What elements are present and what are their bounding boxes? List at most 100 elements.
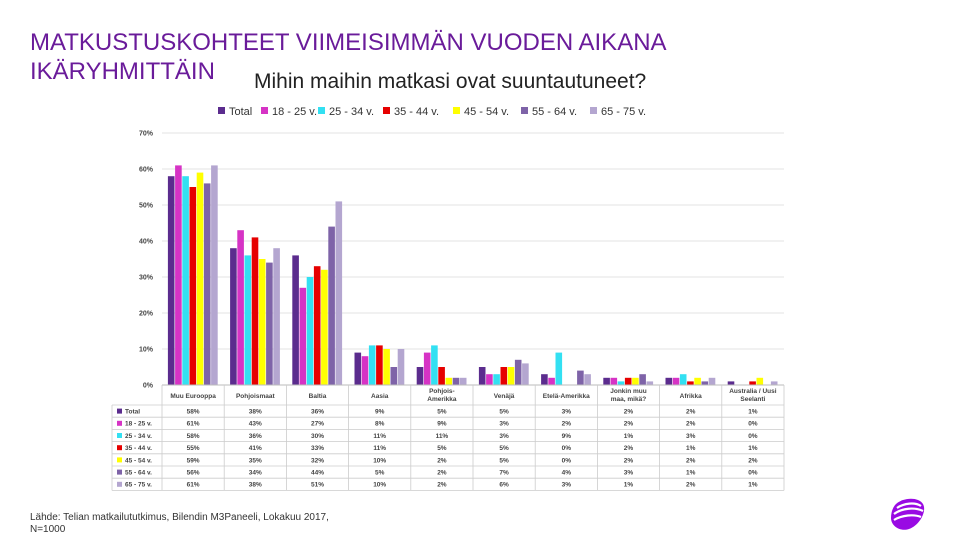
bar [584, 374, 591, 385]
y-tick-label: 30% [139, 275, 154, 282]
x-category-label: maa, mikä? [611, 396, 646, 403]
data-label: 38% [249, 409, 262, 416]
bar [507, 367, 515, 385]
bar [175, 165, 182, 385]
data-label: 2% [437, 482, 447, 489]
bar [354, 352, 362, 385]
bar [313, 266, 321, 385]
y-tick-label: 70% [139, 131, 154, 138]
bar [376, 345, 383, 385]
y-tick-label: 40% [139, 239, 154, 246]
data-label: 9% [562, 433, 572, 440]
table-legend-swatch [117, 469, 122, 475]
bar [486, 374, 493, 385]
data-label: 0% [562, 457, 572, 464]
legend-swatch [383, 107, 390, 114]
bar [555, 352, 563, 385]
data-label: 10% [373, 482, 386, 489]
data-label: 3% [562, 482, 572, 489]
legend-label: 18 - 25 v. [272, 106, 317, 118]
y-tick-label: 10% [139, 347, 154, 354]
table-legend-swatch [117, 457, 122, 463]
data-label: 33% [311, 445, 324, 452]
data-label: 11% [436, 433, 449, 440]
data-label: 1% [686, 445, 696, 452]
bar [423, 352, 431, 385]
table-series-label: 55 - 64 v. [125, 470, 152, 477]
data-label: 3% [562, 409, 572, 416]
bar [306, 277, 314, 385]
bar [203, 183, 211, 385]
data-label: 2% [624, 457, 634, 464]
table-legend-swatch [117, 481, 122, 487]
y-tick-label: 50% [139, 203, 154, 210]
x-category-label: Aasia [371, 393, 389, 400]
bar [577, 370, 584, 385]
data-label: 58% [187, 409, 200, 416]
bar [727, 381, 735, 385]
bar [632, 377, 639, 385]
bar [672, 377, 680, 385]
data-label: 3% [624, 470, 634, 477]
legend-label: 65 - 75 v. [601, 106, 646, 118]
data-label: 2% [624, 421, 634, 428]
x-category-label: Australia / Uusi [729, 388, 777, 395]
data-label: 36% [311, 409, 324, 416]
data-label: 3% [499, 421, 509, 428]
bar [258, 259, 266, 385]
data-label: 55% [187, 445, 200, 452]
bar [321, 269, 328, 385]
x-category-label: Amerikka [427, 396, 457, 403]
bar [603, 377, 610, 385]
legend-label: 25 - 34 v. [329, 106, 374, 118]
y-tick-label: 0% [143, 383, 154, 390]
bar [514, 359, 522, 385]
data-label: 30% [311, 433, 324, 440]
bar [665, 377, 673, 385]
data-label: 6% [499, 482, 509, 489]
bar [189, 187, 197, 385]
bar [431, 345, 438, 385]
data-label: 2% [562, 421, 572, 428]
telia-pebble-icon [891, 498, 925, 530]
y-tick-label: 60% [139, 167, 154, 174]
data-label: 56% [187, 470, 200, 477]
legend-label: 35 - 44 v. [394, 106, 439, 118]
data-label: 5% [437, 409, 447, 416]
bar [749, 381, 756, 385]
bar [770, 381, 778, 385]
bar [478, 367, 486, 385]
bar [266, 262, 273, 385]
table-legend-swatch [117, 433, 122, 438]
x-category-label: Venäjä [494, 393, 515, 400]
bar [182, 176, 189, 385]
data-label: 32% [311, 457, 324, 464]
bar [493, 374, 500, 385]
y-tick-label: 20% [139, 311, 154, 318]
bar [230, 248, 237, 385]
bar [390, 367, 398, 385]
data-label: 9% [375, 409, 385, 416]
data-label: 1% [748, 445, 758, 452]
bar [679, 374, 687, 385]
legend-swatch [218, 107, 225, 114]
bar [687, 381, 694, 385]
data-label: 1% [748, 482, 758, 489]
x-category-label: Muu Eurooppa [170, 393, 216, 400]
bar [292, 255, 299, 385]
table-legend-swatch [117, 445, 122, 451]
bar [361, 356, 369, 385]
bar [500, 367, 508, 385]
bar [445, 377, 453, 385]
table-series-label: 18 - 25 v. [125, 421, 152, 428]
table-legend-swatch [117, 420, 122, 426]
bar [244, 255, 252, 385]
bar [211, 165, 218, 385]
data-label: 0% [748, 421, 758, 428]
source-line-2: N=1000 [30, 524, 66, 535]
data-label: 61% [187, 421, 200, 428]
data-label: 5% [499, 409, 509, 416]
bar [167, 176, 175, 385]
x-category-label: Afrikka [680, 393, 702, 400]
